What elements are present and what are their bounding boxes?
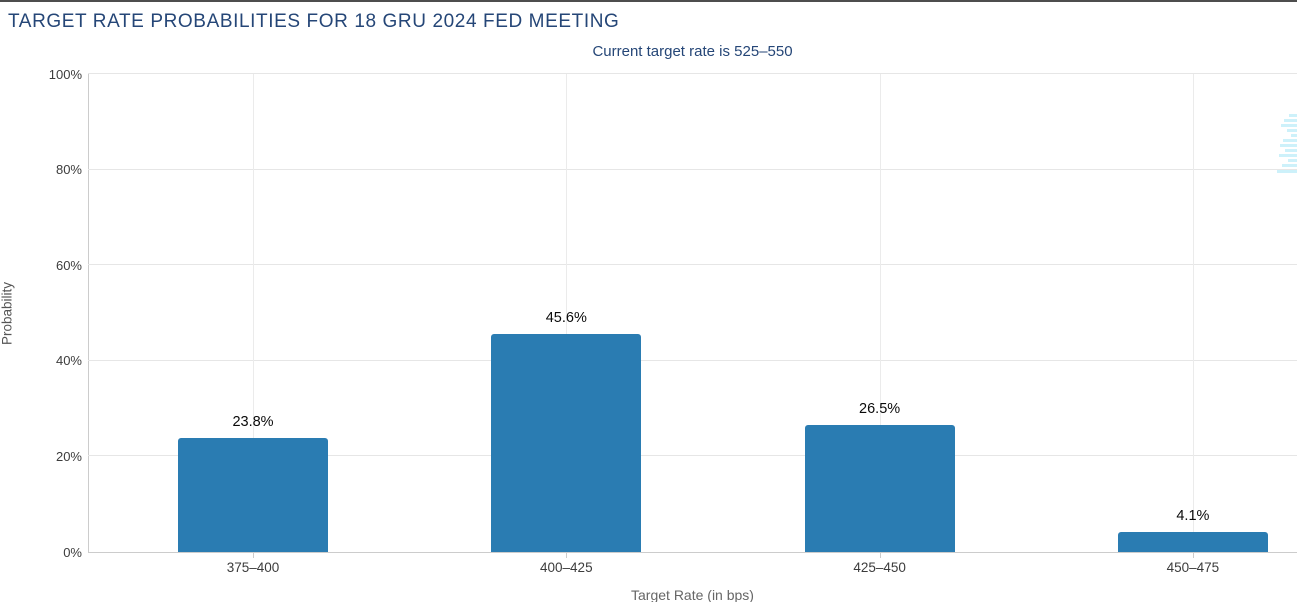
bar-value-label: 26.5% bbox=[859, 401, 901, 418]
gridline bbox=[88, 168, 1297, 170]
gridline bbox=[566, 74, 568, 552]
x-axis-title: Target Rate (in bps) bbox=[631, 587, 754, 602]
x-tick-label: 425–450 bbox=[853, 560, 906, 575]
watermark-dash bbox=[1280, 144, 1297, 147]
y-tick-label: 100% bbox=[48, 66, 82, 82]
gridline bbox=[88, 359, 1297, 361]
gridline bbox=[88, 73, 1297, 74]
watermark-dash bbox=[1283, 139, 1297, 142]
x-tick-label: 400–425 bbox=[540, 560, 593, 575]
probability-bar[interactable] bbox=[491, 334, 642, 552]
probability-bar[interactable] bbox=[1117, 532, 1268, 552]
watermark-dash bbox=[1279, 154, 1297, 157]
y-tick-label: 40% bbox=[55, 353, 82, 369]
gridline bbox=[879, 74, 881, 552]
watermark-dash bbox=[1277, 170, 1297, 173]
watermark-dash bbox=[1284, 119, 1297, 122]
gridline bbox=[88, 264, 1297, 266]
x-axis-line bbox=[88, 552, 1297, 553]
y-tick-label: 20% bbox=[55, 448, 82, 464]
gridline bbox=[88, 455, 1297, 457]
x-axis-tick bbox=[253, 552, 254, 558]
bar-value-label: 23.8% bbox=[232, 414, 274, 431]
watermark-dash bbox=[1288, 159, 1297, 162]
y-tick-label: 60% bbox=[55, 257, 82, 273]
x-axis-tick bbox=[566, 552, 568, 558]
probability-bar[interactable] bbox=[804, 425, 955, 552]
chart-title: TARGET RATE PROBABILITIES FOR 18 GRU 202… bbox=[8, 11, 620, 32]
x-tick-label: 450–475 bbox=[1166, 560, 1220, 575]
chart-subtitle: Current target rate is 525–550 bbox=[592, 43, 793, 60]
bar-value-label: 4.1% bbox=[1176, 508, 1210, 525]
watermark-dash bbox=[1282, 164, 1297, 167]
watermark-logo-fragment-icon bbox=[1275, 114, 1297, 176]
y-axis-line bbox=[88, 74, 89, 552]
y-axis-title: Probability bbox=[0, 281, 15, 346]
y-tick-label: 0% bbox=[63, 544, 82, 560]
watermark-dash bbox=[1281, 124, 1297, 127]
gridline bbox=[1192, 74, 1194, 552]
bar-value-label: 45.6% bbox=[545, 310, 587, 327]
y-tick-label: 80% bbox=[55, 162, 82, 178]
probability-bar[interactable] bbox=[178, 438, 328, 552]
watermark-dash bbox=[1285, 149, 1297, 152]
watermark-dash bbox=[1289, 114, 1297, 117]
x-axis-tick bbox=[879, 552, 881, 558]
x-axis-tick bbox=[1192, 552, 1194, 558]
watermark-dash bbox=[1291, 134, 1297, 137]
x-tick-label: 375–400 bbox=[226, 560, 280, 575]
gridline bbox=[253, 74, 254, 552]
watermark-dash bbox=[1287, 129, 1297, 132]
